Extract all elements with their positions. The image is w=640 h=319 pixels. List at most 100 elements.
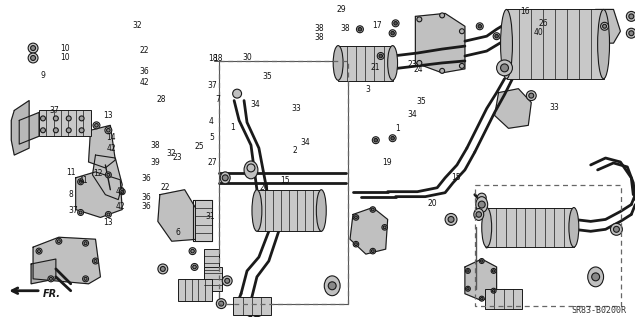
Circle shape bbox=[611, 223, 622, 235]
Bar bbox=[338, 46, 392, 81]
Text: 15: 15 bbox=[452, 173, 461, 182]
Circle shape bbox=[84, 242, 87, 245]
Text: 26: 26 bbox=[538, 19, 548, 28]
Text: 10: 10 bbox=[60, 44, 70, 53]
Circle shape bbox=[53, 128, 58, 133]
Text: 38: 38 bbox=[150, 141, 160, 150]
Circle shape bbox=[79, 116, 84, 121]
Text: 42: 42 bbox=[106, 144, 116, 153]
Circle shape bbox=[493, 33, 500, 40]
Circle shape bbox=[627, 11, 636, 21]
Circle shape bbox=[216, 299, 226, 308]
Circle shape bbox=[67, 116, 71, 121]
Text: 29: 29 bbox=[337, 5, 346, 14]
Circle shape bbox=[161, 266, 165, 271]
Circle shape bbox=[440, 68, 445, 73]
Circle shape bbox=[370, 248, 376, 254]
Ellipse shape bbox=[500, 10, 513, 79]
Text: 35: 35 bbox=[417, 97, 426, 106]
Ellipse shape bbox=[333, 46, 343, 80]
Bar bbox=[233, 297, 271, 315]
Circle shape bbox=[600, 22, 609, 30]
Circle shape bbox=[629, 31, 634, 36]
Polygon shape bbox=[88, 125, 115, 168]
Circle shape bbox=[106, 172, 111, 178]
Polygon shape bbox=[12, 100, 29, 155]
Polygon shape bbox=[415, 13, 465, 73]
Circle shape bbox=[355, 243, 357, 246]
Circle shape bbox=[31, 46, 36, 50]
Circle shape bbox=[383, 226, 386, 229]
Text: SR83-B0200R: SR83-B0200R bbox=[571, 306, 626, 315]
Circle shape bbox=[38, 250, 40, 253]
Circle shape bbox=[495, 34, 499, 38]
Circle shape bbox=[93, 122, 100, 129]
Polygon shape bbox=[158, 190, 200, 241]
Circle shape bbox=[460, 29, 465, 34]
Text: 42: 42 bbox=[139, 78, 149, 86]
Bar bbox=[486, 208, 574, 247]
Text: 15: 15 bbox=[280, 176, 290, 185]
Circle shape bbox=[492, 290, 495, 292]
Text: 19: 19 bbox=[382, 158, 392, 167]
Circle shape bbox=[478, 25, 481, 28]
Circle shape bbox=[391, 137, 394, 140]
Bar bbox=[204, 267, 222, 291]
Circle shape bbox=[374, 138, 378, 142]
Circle shape bbox=[629, 14, 634, 19]
Circle shape bbox=[355, 216, 357, 219]
Circle shape bbox=[191, 249, 195, 253]
Text: 5: 5 bbox=[209, 133, 214, 142]
Circle shape bbox=[491, 288, 496, 293]
Circle shape bbox=[382, 225, 387, 230]
Circle shape bbox=[40, 116, 45, 121]
Text: 33: 33 bbox=[549, 103, 559, 112]
Circle shape bbox=[247, 164, 255, 172]
Circle shape bbox=[79, 180, 82, 183]
Ellipse shape bbox=[598, 10, 609, 79]
Circle shape bbox=[77, 210, 84, 215]
Circle shape bbox=[389, 30, 396, 37]
Circle shape bbox=[445, 213, 457, 225]
Polygon shape bbox=[465, 259, 497, 300]
Circle shape bbox=[84, 277, 87, 280]
Circle shape bbox=[481, 260, 483, 262]
Polygon shape bbox=[31, 259, 56, 284]
Ellipse shape bbox=[324, 276, 340, 296]
Bar bbox=[506, 10, 604, 79]
Circle shape bbox=[49, 277, 52, 280]
Text: 13: 13 bbox=[103, 111, 113, 120]
Text: 2: 2 bbox=[292, 145, 297, 154]
Text: 37: 37 bbox=[68, 205, 78, 215]
Text: 22: 22 bbox=[160, 183, 170, 192]
Circle shape bbox=[394, 22, 397, 25]
Text: 8: 8 bbox=[68, 190, 74, 199]
Circle shape bbox=[328, 282, 336, 290]
Circle shape bbox=[31, 56, 36, 61]
Circle shape bbox=[189, 248, 196, 255]
Circle shape bbox=[95, 123, 99, 127]
Circle shape bbox=[491, 269, 496, 273]
Circle shape bbox=[476, 212, 481, 217]
Circle shape bbox=[465, 286, 470, 291]
Circle shape bbox=[28, 53, 38, 63]
Text: 11: 11 bbox=[67, 168, 76, 177]
Text: 36: 36 bbox=[141, 174, 151, 183]
Circle shape bbox=[417, 17, 422, 22]
Polygon shape bbox=[19, 113, 39, 144]
Ellipse shape bbox=[588, 267, 604, 287]
Text: 22: 22 bbox=[140, 46, 148, 55]
Ellipse shape bbox=[244, 161, 258, 179]
Text: 34: 34 bbox=[301, 137, 310, 147]
Text: 36: 36 bbox=[139, 67, 149, 76]
Text: 4: 4 bbox=[208, 117, 213, 126]
Text: 25: 25 bbox=[195, 142, 205, 151]
Bar bbox=[195, 200, 212, 241]
Text: 38: 38 bbox=[315, 33, 324, 42]
Circle shape bbox=[28, 43, 38, 53]
Ellipse shape bbox=[482, 208, 492, 247]
Circle shape bbox=[233, 89, 241, 98]
Circle shape bbox=[476, 23, 483, 30]
Text: FR.: FR. bbox=[43, 289, 61, 299]
Ellipse shape bbox=[220, 172, 230, 184]
